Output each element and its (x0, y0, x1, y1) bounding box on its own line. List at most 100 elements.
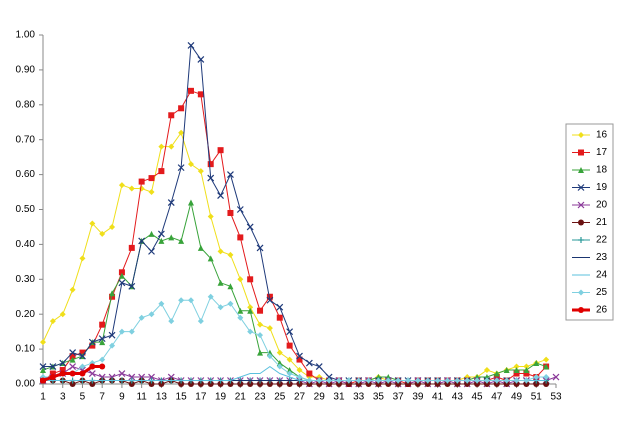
point (118, 279, 126, 287)
x-tick-label: 9 (119, 392, 125, 403)
x-tick-label: 31 (333, 392, 345, 403)
point (79, 255, 86, 262)
point (138, 314, 145, 321)
point (543, 363, 550, 370)
point (365, 377, 372, 384)
point (513, 377, 520, 384)
point (276, 303, 284, 311)
point (158, 381, 165, 387)
line (43, 295, 547, 382)
point (276, 363, 283, 370)
point (118, 182, 125, 189)
point (49, 318, 56, 325)
point (138, 237, 146, 245)
point (168, 318, 175, 325)
legend-label: 25 (596, 287, 608, 298)
point (424, 381, 431, 387)
point (168, 143, 175, 150)
point (217, 192, 225, 199)
point (395, 381, 402, 387)
point (533, 374, 540, 381)
point (543, 381, 550, 387)
legend-marker (578, 132, 584, 138)
point (296, 352, 303, 360)
point (375, 381, 382, 387)
point (513, 363, 520, 370)
point (197, 318, 204, 325)
point (375, 377, 382, 384)
point (326, 381, 333, 387)
point (256, 244, 264, 252)
point (118, 370, 126, 377)
point (286, 381, 293, 387)
point (59, 359, 67, 367)
point (158, 143, 165, 150)
point (187, 199, 194, 206)
point (99, 339, 106, 346)
point (454, 381, 461, 387)
legend-marker (577, 201, 585, 209)
point (197, 91, 204, 98)
point (315, 363, 323, 370)
point (40, 339, 46, 346)
x-tick-label: 15 (176, 392, 188, 403)
point (118, 269, 125, 276)
y-tick-label: 0.10 (16, 344, 36, 355)
point (207, 213, 214, 220)
point (98, 335, 106, 343)
series (40, 293, 550, 384)
x-tick-label: 19 (215, 392, 227, 403)
x-tick-label: 29 (314, 392, 326, 403)
x-tick-label: 25 (274, 392, 286, 403)
point (69, 370, 76, 377)
point (128, 373, 136, 381)
point (178, 297, 185, 304)
point (266, 381, 273, 387)
x-tick-label: 3 (60, 392, 66, 403)
point (178, 105, 185, 112)
point (296, 381, 303, 387)
point (197, 381, 204, 387)
point (266, 325, 273, 332)
point (128, 381, 135, 387)
point (128, 185, 135, 192)
point (69, 356, 76, 363)
point (257, 321, 264, 328)
point (543, 356, 550, 363)
point (148, 381, 155, 387)
point (266, 296, 274, 304)
point (276, 381, 283, 387)
point (503, 377, 510, 384)
point (286, 328, 294, 336)
point (177, 164, 185, 172)
x-tick-label: 43 (452, 392, 464, 403)
point (49, 363, 57, 370)
legend-marker (578, 149, 584, 156)
point (49, 370, 56, 377)
point (148, 230, 155, 237)
point (118, 272, 125, 279)
point (286, 356, 293, 363)
point (237, 381, 244, 387)
x-tick-label: 23 (254, 392, 266, 403)
point (89, 381, 96, 387)
point (523, 363, 530, 370)
legend-label: 23 (596, 252, 608, 263)
legend-label: 21 (596, 217, 608, 228)
legend-label: 19 (596, 182, 608, 193)
point (247, 381, 254, 387)
point (513, 367, 520, 374)
x-tick-label: 27 (294, 392, 306, 403)
point (187, 381, 194, 387)
point (237, 234, 244, 241)
point (197, 244, 204, 251)
point (237, 307, 244, 314)
x-tick-label: 21 (235, 392, 247, 403)
y-tick-label: 0.80 (16, 99, 36, 110)
point (187, 87, 194, 94)
point (109, 223, 116, 230)
point (483, 381, 490, 387)
point (187, 297, 194, 304)
point (405, 381, 412, 387)
point (187, 161, 194, 168)
